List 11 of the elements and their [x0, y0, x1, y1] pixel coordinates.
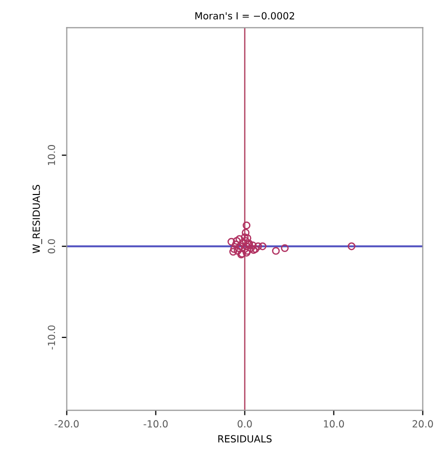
y-tick-label: 0.0	[48, 239, 56, 254]
x-tick-label: 0.0	[238, 420, 252, 428]
x-tick-label: 20.0	[412, 420, 433, 428]
y-axis-title: W_RESIDUALS	[32, 184, 42, 254]
x-axis-title: RESIDUALS	[218, 435, 272, 443]
x-tick-label: 10.0	[324, 420, 344, 428]
x-tick-label: -20.0	[54, 420, 79, 428]
chart-title: Moran's I = −0.0002	[195, 12, 294, 20]
y-tick-label: 10.0	[48, 145, 56, 165]
y-tick-label: -10.0	[48, 325, 56, 350]
x-tick-label: -10.0	[144, 420, 168, 428]
